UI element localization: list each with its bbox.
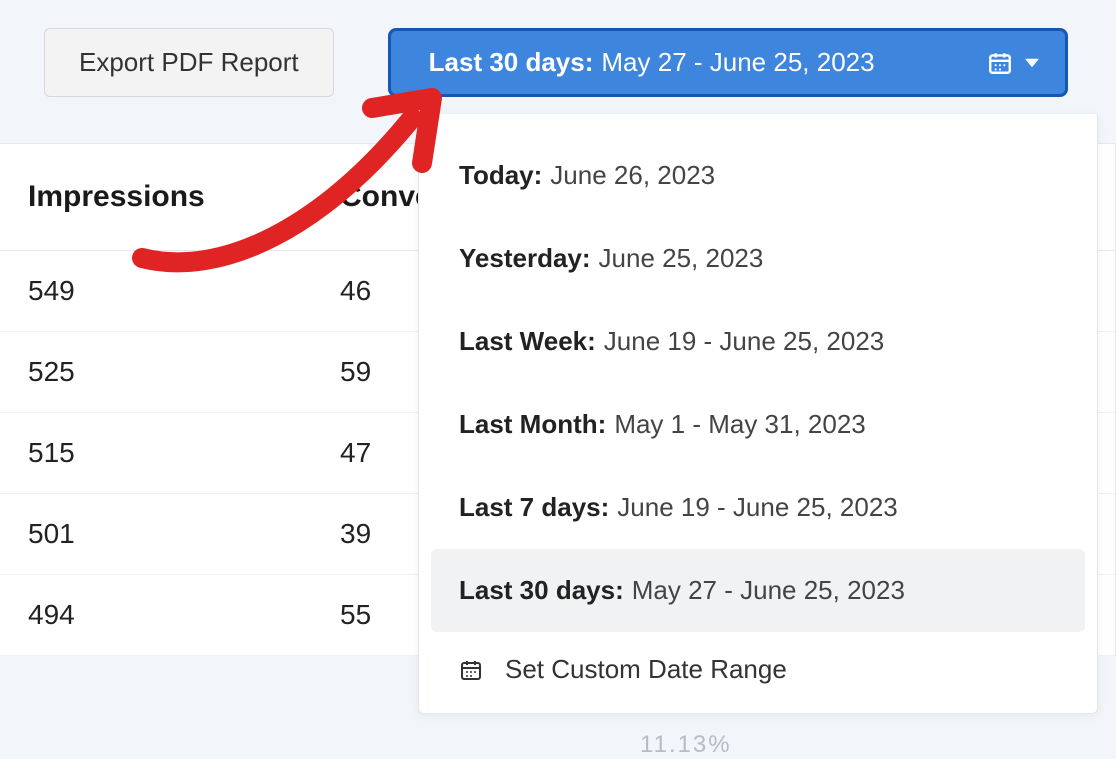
caret-down-icon	[1025, 56, 1039, 70]
toolbar: Export PDF Report Last 30 days: May 27 -…	[0, 0, 1116, 97]
dropdown-item-label: Yesterday:	[459, 243, 591, 274]
dropdown-item-today[interactable]: Today: June 26, 2023	[431, 134, 1085, 217]
dropdown-item-label: Last Month:	[459, 409, 606, 440]
date-range-button[interactable]: Last 30 days: May 27 - June 25, 2023	[388, 28, 1068, 97]
cell-impressions: 525	[28, 356, 340, 388]
cell-impressions: 494	[28, 599, 340, 631]
date-range-value: May 27 - June 25, 2023	[601, 47, 874, 78]
dropdown-item-custom-range[interactable]: Set Custom Date Range	[431, 632, 1085, 695]
dropdown-item-label: Last 30 days:	[459, 575, 624, 606]
dropdown-item-last-month[interactable]: Last Month: May 1 - May 31, 2023	[431, 383, 1085, 466]
dropdown-item-label: Today:	[459, 160, 542, 191]
dropdown-item-value: June 26, 2023	[550, 160, 715, 191]
cell-impressions: 515	[28, 437, 340, 469]
dropdown-item-last-30-days[interactable]: Last 30 days: May 27 - June 25, 2023	[431, 549, 1085, 632]
dropdown-item-last-7-days[interactable]: Last 7 days: June 19 - June 25, 2023	[431, 466, 1085, 549]
date-range-prefix: Last 30 days:	[429, 47, 594, 78]
calendar-icon	[459, 658, 483, 682]
cell-impressions: 549	[28, 275, 340, 307]
col-header-impressions: Impressions	[28, 180, 340, 214]
calendar-icon	[987, 50, 1013, 76]
date-range-right	[987, 50, 1039, 76]
dropdown-item-value: June 25, 2023	[599, 243, 764, 274]
dropdown-item-label: Last Week:	[459, 326, 596, 357]
date-range-label: Last 30 days: May 27 - June 25, 2023	[429, 47, 875, 78]
dropdown-item-value: May 1 - May 31, 2023	[614, 409, 865, 440]
dropdown-item-value: June 19 - June 25, 2023	[604, 326, 884, 357]
dropdown-item-yesterday[interactable]: Yesterday: June 25, 2023	[431, 217, 1085, 300]
cell-impressions: 501	[28, 518, 340, 550]
dropdown-item-label: Last 7 days:	[459, 492, 609, 523]
dropdown-item-value: June 19 - June 25, 2023	[617, 492, 897, 523]
peek-percentage: 11.13%	[640, 731, 732, 759]
date-range-dropdown: Today: June 26, 2023 Yesterday: June 25,…	[418, 114, 1098, 714]
dropdown-item-last-week[interactable]: Last Week: June 19 - June 25, 2023	[431, 300, 1085, 383]
dropdown-custom-label: Set Custom Date Range	[505, 654, 787, 685]
dropdown-item-value: May 27 - June 25, 2023	[632, 575, 905, 606]
export-pdf-button[interactable]: Export PDF Report	[44, 28, 334, 97]
